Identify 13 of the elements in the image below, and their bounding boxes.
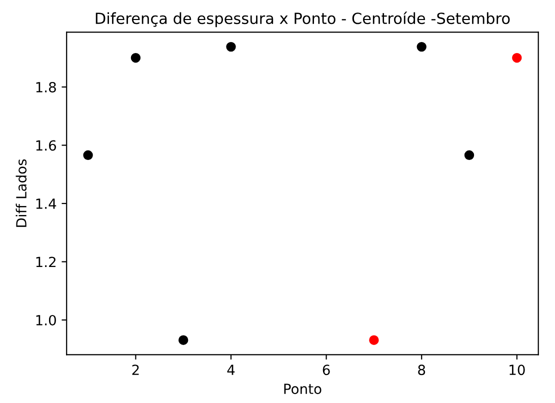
y-axis-title: Diff Lados (16, 159, 27, 227)
y-tick-label: 1.0 (36, 314, 56, 326)
y-tick-label: 1.8 (36, 82, 56, 92)
x-tick-label: 4 (227, 364, 235, 375)
chart-title: Diferença de espessura x Ponto - Centroíde -Setembro (96, 12, 510, 28)
x-tick-label: 6 (322, 364, 330, 376)
y-tick-label: 1.6 (36, 140, 56, 151)
y-tick-label: 1.4 (36, 198, 56, 209)
x-tick-label: 2 (132, 364, 139, 375)
x-tick-label: 8 (418, 364, 426, 376)
x-axis-title: Ponto (284, 384, 322, 394)
x-tick-label: 10 (510, 364, 525, 376)
y-tick-label: 1.2 (36, 256, 56, 268)
